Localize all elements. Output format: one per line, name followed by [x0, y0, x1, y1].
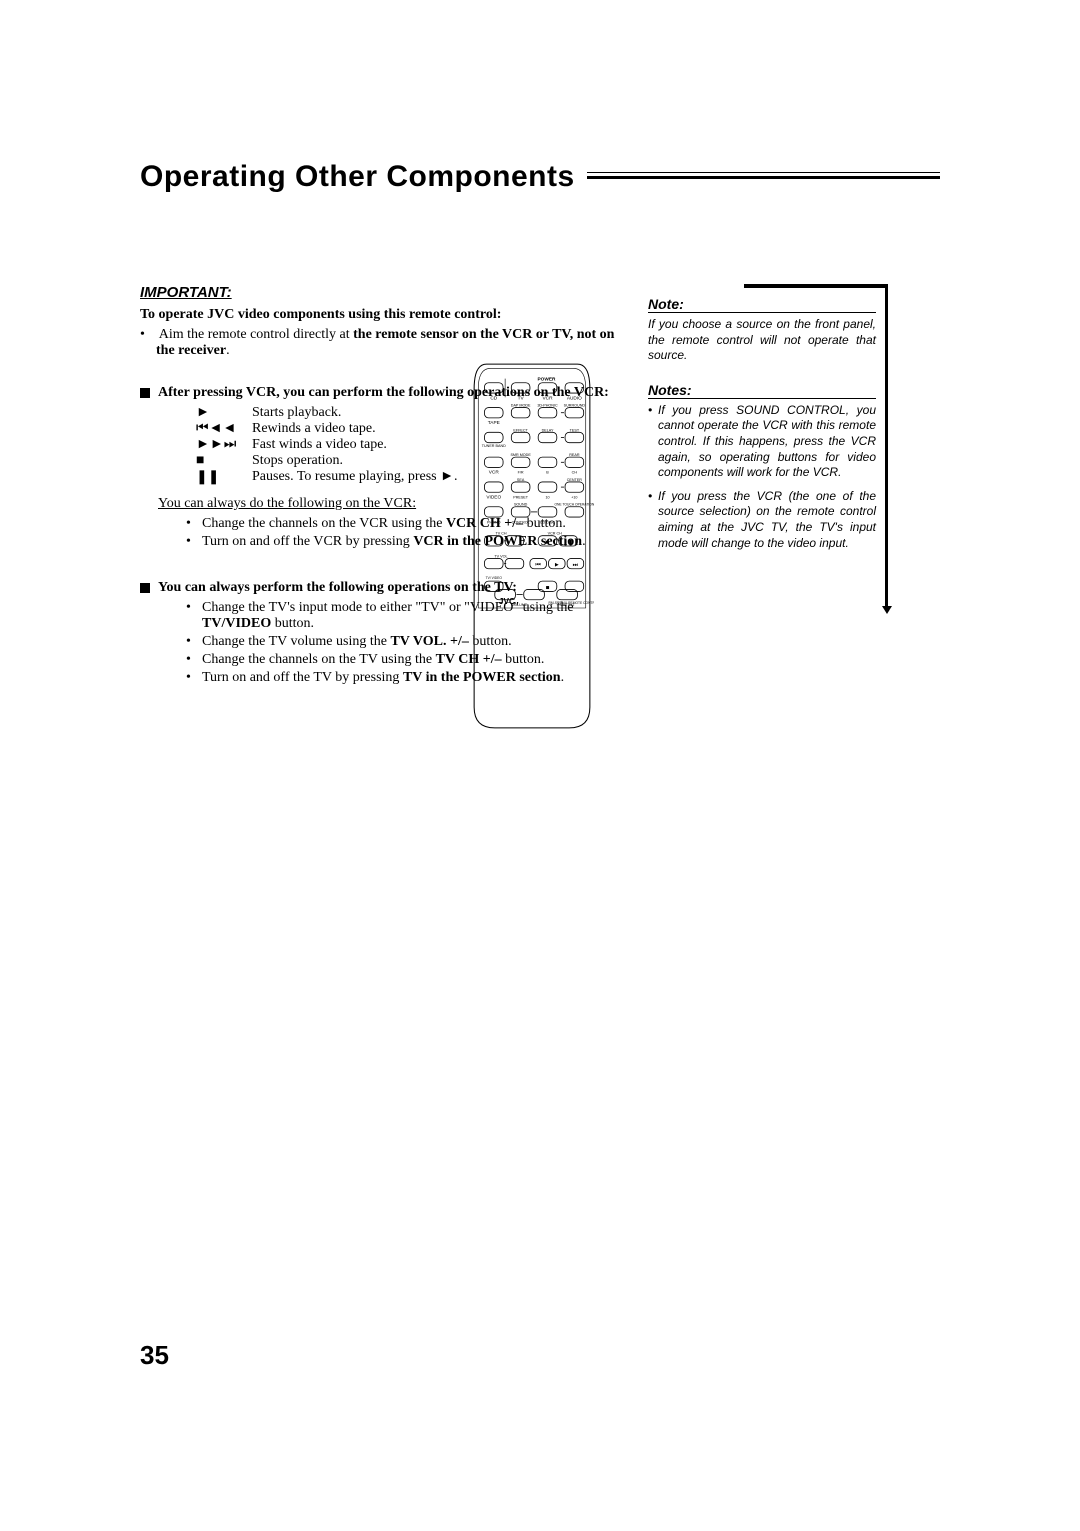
- svg-text:►: ►: [544, 539, 550, 546]
- remote-row-8: TV VOL ⏮ ► ⏭: [484, 554, 583, 568]
- svg-text:⏮: ⏮: [535, 562, 541, 569]
- surround-label: SURROUND: [564, 404, 586, 408]
- smrmode-label: SMR MODE: [510, 453, 531, 457]
- icon-desc: Starts playback.: [252, 405, 341, 421]
- pause-desc-pre: Pauses. To resume playing, press: [252, 469, 440, 484]
- video-src-label: VIDEO: [486, 494, 501, 500]
- icon-desc: Fast winds a video tape.: [252, 437, 387, 453]
- note-right-rule: [885, 288, 888, 608]
- tv-label: TV: [518, 395, 525, 401]
- li-bold: TV/VIDEO: [202, 616, 271, 631]
- note-top-rule: [744, 284, 888, 288]
- sea-label: SEA: [517, 478, 525, 482]
- intro-bullet: Aim the remote control directly at the r…: [156, 327, 620, 359]
- page-header: Operating Other Components: [140, 160, 940, 194]
- remote-illustration: POWER CD TV VCR AUDIO TAPE: [470, 360, 594, 737]
- b-label: B: [546, 471, 549, 475]
- 3dphonic-label: 3D-PHONIC: [537, 404, 558, 408]
- test-label: TEST: [570, 428, 580, 432]
- fr-label: F/R: [518, 471, 524, 475]
- jvc-logo: JVC: [499, 597, 515, 606]
- remote-row-4: VCR SMR MODE REAR F/R B CH: [484, 453, 583, 476]
- li-pre: Change the channels on the VCR using the: [202, 516, 446, 531]
- preset-label: PRESET: [513, 495, 529, 499]
- tvvideo-label: TV/ VIDEO: [486, 576, 503, 580]
- delay-label: DELAY: [542, 428, 554, 432]
- note-label: Note:: [648, 296, 876, 313]
- pause-icon: ❚❚: [196, 469, 252, 486]
- svg-text:►: ►: [554, 562, 560, 569]
- note-body: If you choose a source on the front pane…: [648, 317, 876, 364]
- icon-desc: Stops operation.: [252, 453, 343, 469]
- title-rule: [587, 176, 940, 179]
- cd-label: CD: [490, 395, 497, 401]
- page-number: 35: [140, 1340, 169, 1371]
- rewind-icon: ⏮◄◄: [196, 421, 252, 437]
- page-title: Operating Other Components: [140, 160, 587, 194]
- center-label: CENTER: [567, 478, 583, 482]
- vcrch-label: VCR CH: [548, 532, 563, 536]
- phono-label: PHONO: [487, 520, 501, 524]
- remote-row-7: TV CH VCR CH ► ❚❚: [484, 532, 577, 546]
- square-bullet-icon: [140, 583, 150, 593]
- cddisc-label: CD DISC: [540, 520, 556, 524]
- notes-item: If you press SOUND CONTROL, you cannot o…: [658, 403, 876, 481]
- important-label: IMPORTANT:: [140, 284, 620, 301]
- notes-list: If you press SOUND CONTROL, you cannot o…: [648, 403, 876, 551]
- svg-text:❚❚: ❚❚: [563, 539, 573, 546]
- audio-label: AUDIO: [567, 395, 582, 401]
- notes-item: If you press the VCR (the one of the sou…: [658, 489, 876, 551]
- tape-label: TAPE: [488, 420, 500, 426]
- square-bullet-icon: [140, 388, 150, 398]
- remote-row-3: TUNER BAND EFFECT DELAY TEST: [482, 428, 584, 448]
- tuner-label: TUNER BAND: [482, 444, 506, 448]
- power-label: POWER: [537, 377, 556, 383]
- plusten-label: +10: [571, 495, 577, 499]
- li-pre: Change the channels on the TV using the: [202, 652, 436, 667]
- intro-bullet-post: .: [226, 343, 230, 358]
- ffwd-icon: ►►⏭: [196, 437, 252, 453]
- tvch-label: TV CH: [495, 532, 506, 536]
- remote-row-6: PHONO SOUND CONTROL CD DISC ONE TOUCH OP…: [484, 503, 594, 525]
- remote-row-5: VIDEO SEA CENTER PRESET 10 +10: [484, 478, 583, 501]
- li-bold: TV VOL. +/–: [390, 634, 468, 649]
- play-icon: ►: [196, 405, 252, 421]
- intro-heading: To operate JVC video components using th…: [140, 307, 620, 323]
- tvvol-label: TV VOL: [494, 554, 507, 558]
- svg-text:■: ■: [546, 584, 550, 591]
- li-pre: Change the TV volume using the: [202, 634, 390, 649]
- stop-icon: ■: [196, 453, 252, 469]
- sound-label: SOUND: [514, 503, 528, 507]
- onetouch-label: ONE TOUCH OPERATION: [554, 503, 594, 507]
- remote-row-2: TAPE DAP MODE 3D-PHONIC SURROUND: [484, 404, 585, 427]
- pause-desc-post: .: [454, 469, 458, 484]
- notes-label: Notes:: [648, 382, 876, 399]
- section2-title: You can always perform the following ope…: [158, 580, 517, 596]
- ten-label: 10: [545, 495, 549, 499]
- svg-text:⏭: ⏭: [573, 562, 579, 569]
- remote-row-1: CD TV VCR AUDIO: [484, 379, 583, 402]
- icon-desc: Rewinds a video tape.: [252, 421, 376, 437]
- li-post: button.: [271, 616, 314, 631]
- dapmode-label: DAP MODE: [511, 404, 531, 408]
- li-pre: Turn on and off the TV by pressing: [202, 670, 403, 685]
- control-label: CONTROL: [512, 520, 530, 524]
- effect-label: EFFECT: [513, 428, 528, 432]
- vcr-label: VCR: [542, 395, 553, 401]
- vcr-src-label: VCR: [489, 470, 500, 476]
- rear-label: REAR: [569, 453, 580, 457]
- notes-column: Note: If you choose a source on the fron…: [648, 284, 888, 716]
- remote-model: RM-SR554U REMOTE CONTROL: [549, 601, 594, 605]
- intro-bullet-list: Aim the remote control directly at the r…: [140, 327, 620, 359]
- play-inline-icon: ►: [440, 469, 454, 484]
- intro-bullet-pre: Aim the remote control directly at: [159, 327, 353, 342]
- ch-label: CH: [572, 471, 578, 475]
- icon-desc: Pauses. To resume playing, press ►.: [252, 469, 457, 486]
- li-pre: Turn on and off the VCR by pressing: [202, 534, 413, 549]
